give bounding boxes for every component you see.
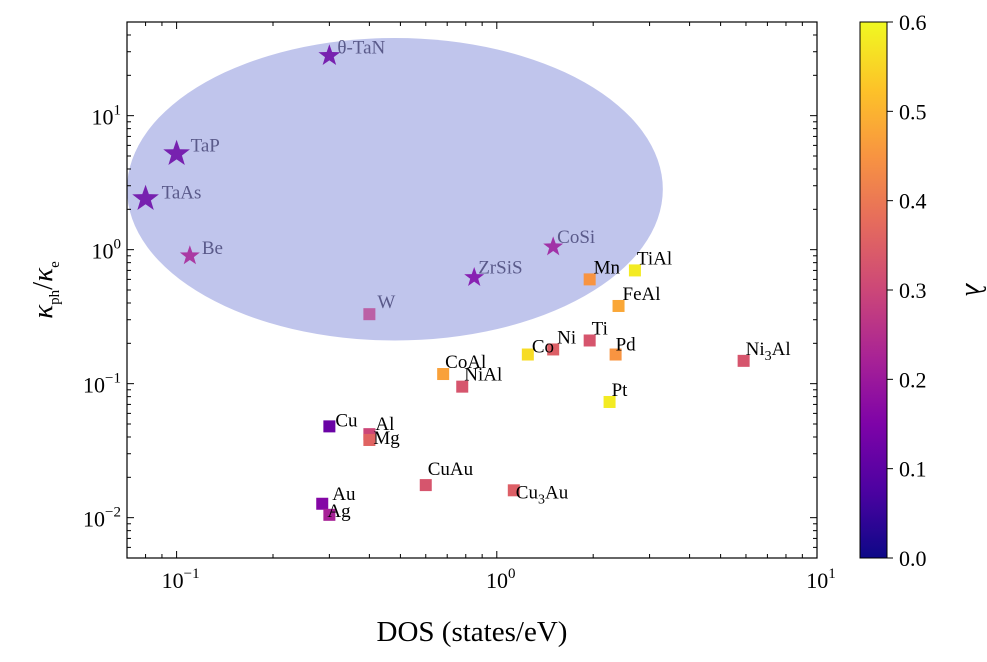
point-label-taas: TaAs bbox=[162, 183, 202, 204]
point-label-cu: Cu bbox=[335, 410, 358, 431]
point-w bbox=[363, 308, 376, 321]
highlight-region bbox=[127, 37, 663, 341]
point-cu bbox=[323, 420, 336, 433]
point-tap bbox=[163, 139, 190, 166]
point-tan bbox=[318, 44, 341, 66]
y-tick-label: 10−2 bbox=[83, 505, 121, 532]
point-label-tap: TaP bbox=[191, 136, 220, 157]
point-ti bbox=[583, 334, 596, 347]
point-label-ti: Ti bbox=[592, 318, 608, 339]
x-tick-label: 101 bbox=[806, 566, 836, 593]
point-feal bbox=[612, 299, 625, 312]
colorbar-tick-label: 0.2 bbox=[899, 367, 927, 392]
data-points: θ-TaNTaPTaAsBeCoSiZrSiSWTiAlMnFeAlTiNiCo… bbox=[132, 38, 791, 522]
colorbar-tick-label: 0.1 bbox=[899, 457, 927, 482]
point-cu3au bbox=[507, 484, 520, 497]
point-label-cu3au: Cu3Au bbox=[516, 482, 569, 507]
point-label-cuau: CuAu bbox=[428, 459, 474, 480]
colorbar-tick-label: 0.0 bbox=[899, 546, 927, 571]
colorbar-tick-label: 0.6 bbox=[899, 10, 927, 35]
point-label-pt: Pt bbox=[612, 380, 629, 401]
point-label-cosi: CoSi bbox=[557, 227, 595, 248]
point-label-coal: CoAl bbox=[445, 352, 486, 373]
point-mn bbox=[583, 273, 596, 286]
point-label-mg: Mg bbox=[373, 428, 400, 449]
point-co bbox=[521, 348, 534, 361]
point-mg bbox=[363, 433, 376, 446]
point-coal bbox=[437, 368, 450, 381]
colorbar: 0.0 0.1 0.2 0.3 0.4 0.5 0.6 λ bbox=[859, 10, 987, 571]
y-tick-label: 101 bbox=[92, 103, 122, 130]
colorbar-tick-label: 0.4 bbox=[899, 189, 927, 214]
x-axis-label: DOS (states/eV) bbox=[377, 616, 568, 648]
point-label-w: W bbox=[377, 292, 395, 313]
x-tick-label: 10−1 bbox=[162, 566, 200, 593]
colorbar-label: λ bbox=[959, 283, 987, 297]
region-ellipse bbox=[127, 37, 663, 341]
point-tial bbox=[628, 264, 641, 277]
point-zrsis bbox=[464, 266, 485, 286]
point-label-feal: FeAl bbox=[623, 284, 661, 305]
point-pt bbox=[603, 395, 616, 408]
point-ag bbox=[323, 508, 336, 521]
point-label-pd: Pd bbox=[616, 335, 637, 356]
point-au bbox=[316, 497, 329, 510]
point-label-tial: TiAl bbox=[637, 248, 672, 269]
point-ni bbox=[547, 343, 560, 356]
point-label-tan: θ-TaN bbox=[337, 38, 385, 59]
point-pd bbox=[609, 348, 622, 361]
point-label-mn: Mn bbox=[594, 257, 621, 278]
point-ni3al bbox=[737, 354, 750, 367]
axes: 10−1 100 101 10−2 10−1 100 101 bbox=[83, 21, 836, 593]
point-label-nial: NiAl bbox=[464, 365, 502, 386]
point-label-au: Au bbox=[332, 484, 356, 505]
colorbar-tick-label: 0.5 bbox=[899, 99, 927, 124]
point-label-zrsis: ZrSiS bbox=[478, 257, 522, 278]
point-label-ni: Ni bbox=[557, 327, 576, 348]
y-axis-label: κph/κe bbox=[27, 261, 63, 319]
point-label-ni3al: Ni3Al bbox=[746, 339, 791, 364]
point-nial bbox=[456, 380, 469, 393]
y-tick-label: 100 bbox=[92, 237, 122, 264]
point-label-al: Al bbox=[375, 414, 394, 435]
point-label-be: Be bbox=[202, 238, 223, 259]
point-cuau bbox=[419, 479, 432, 492]
colorbar-gradient bbox=[859, 21, 888, 559]
x-tick-label: 100 bbox=[486, 566, 516, 593]
colorbar-tick-label: 0.3 bbox=[899, 278, 927, 303]
point-cosi bbox=[543, 236, 564, 256]
point-label-ag: Ag bbox=[327, 501, 351, 522]
point-taas bbox=[132, 184, 159, 211]
point-label-co: Co bbox=[532, 337, 554, 358]
y-tick-label: 10−1 bbox=[83, 371, 121, 398]
point-be bbox=[179, 245, 200, 265]
